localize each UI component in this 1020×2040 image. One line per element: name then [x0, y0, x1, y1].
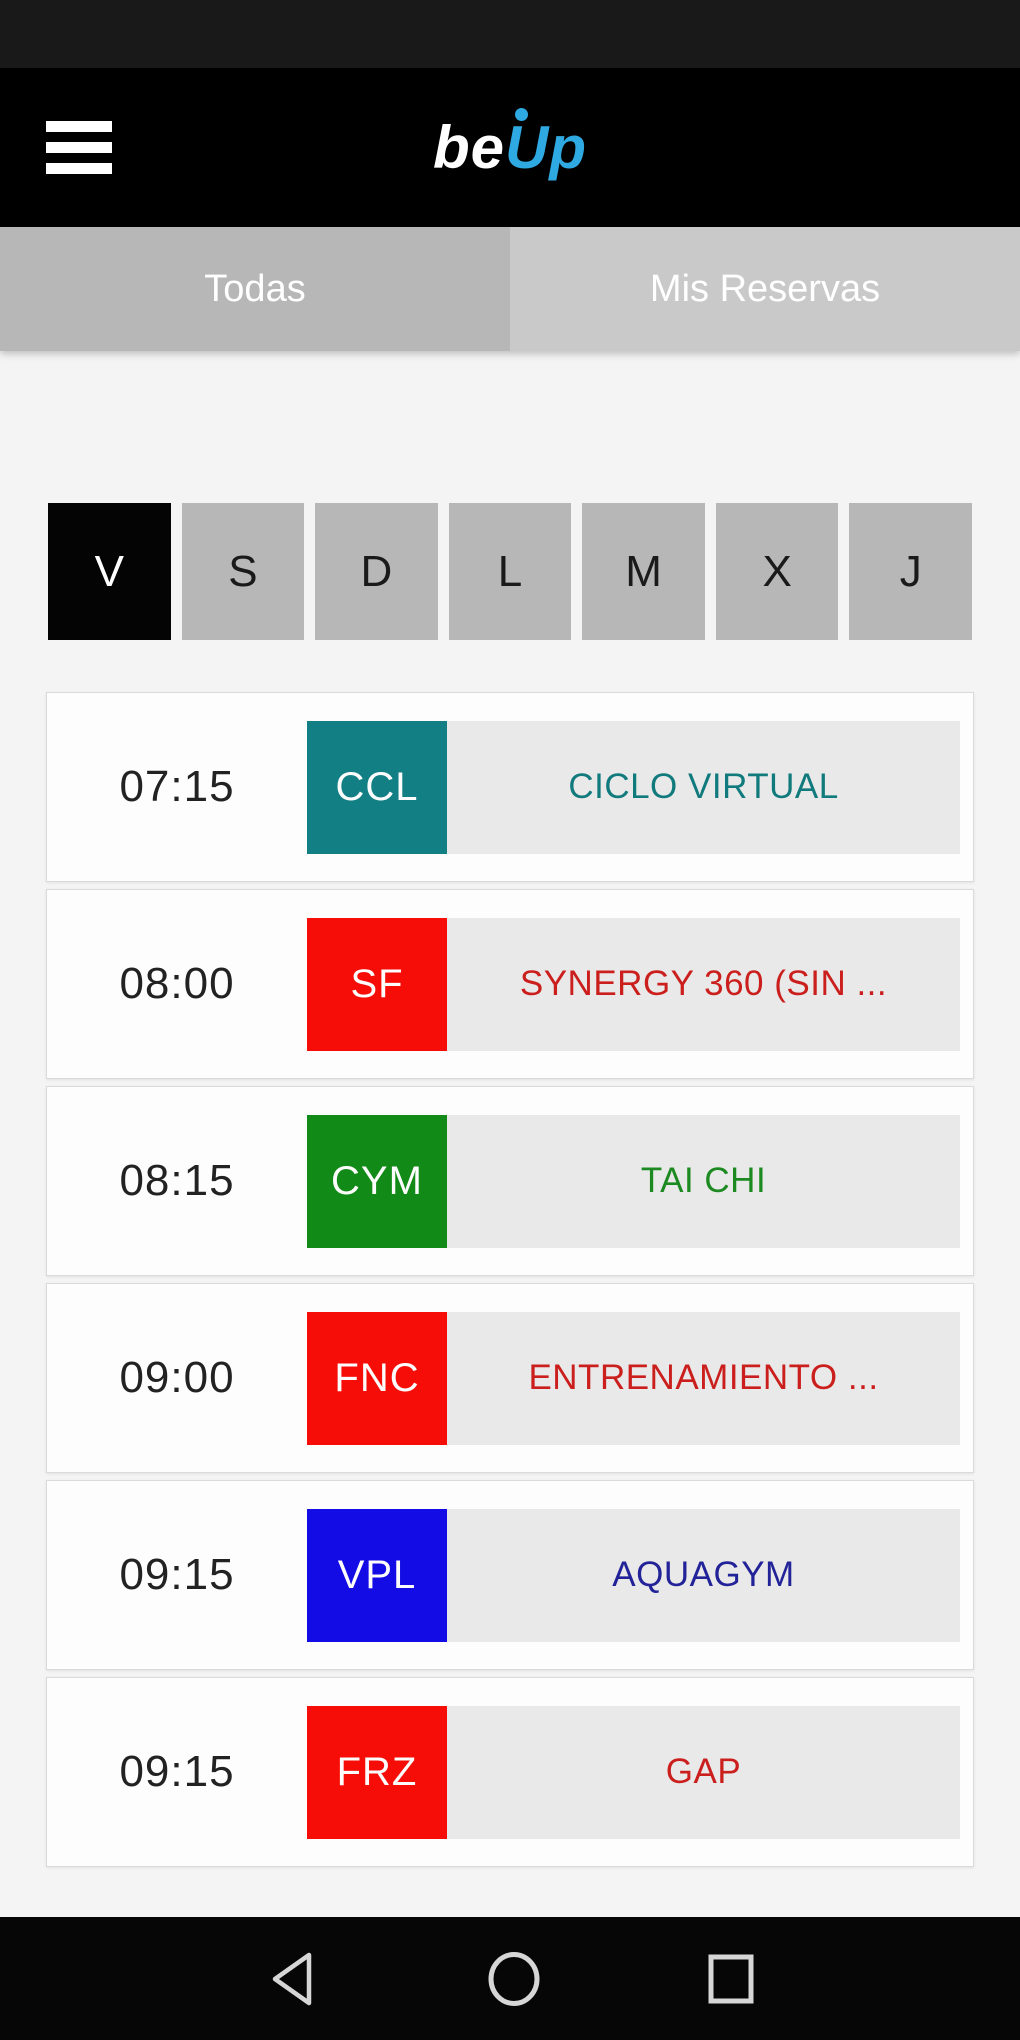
logo-text-up: Up [505, 107, 587, 181]
class-time: 08:00 [119, 959, 235, 1008]
class-time: 07:15 [119, 762, 235, 811]
android-nav-bar [0, 1917, 1020, 2040]
class-row[interactable]: 09:15 VPL AQUAGYM [46, 1480, 974, 1670]
recents-icon[interactable] [701, 1917, 761, 2040]
class-time: 08:15 [119, 1156, 235, 1205]
class-time: 09:00 [119, 1353, 235, 1402]
class-row[interactable]: 07:15 CCL CICLO VIRTUAL [46, 692, 974, 882]
day-button-l[interactable]: L [448, 503, 572, 640]
class-name: TAI CHI [447, 1114, 960, 1248]
logo-dot [515, 107, 529, 121]
class-name: CICLO VIRTUAL [447, 720, 960, 854]
class-name: SYNERGY 360 (SIN ... [447, 917, 960, 1051]
tab-mis-reservas-label: Mis Reservas [649, 267, 881, 310]
class-row[interactable]: 08:15 CYM TAI CHI [46, 1086, 974, 1276]
day-button-s[interactable]: S [181, 503, 305, 640]
tab-todas-label: Todas [204, 267, 306, 310]
class-name: AQUAGYM [447, 1508, 960, 1642]
tab-todas[interactable]: Todas [0, 227, 510, 351]
logo-text-be: be [432, 113, 506, 181]
class-name: ENTRENAMIENTO ... [447, 1311, 960, 1445]
day-button-x[interactable]: X [715, 503, 839, 640]
app-logo: be Up [433, 107, 587, 178]
class-row[interactable]: 09:00 FNC ENTRENAMIENTO ... [46, 1283, 974, 1473]
class-code-badge: FNC [307, 1311, 447, 1445]
day-button-j[interactable]: J [849, 503, 973, 640]
class-row[interactable]: 09:15 FRZ GAP [46, 1677, 974, 1867]
status-bar [0, 0, 1020, 68]
day-button-m[interactable]: M [582, 503, 705, 640]
class-code-badge: CYM [307, 1114, 447, 1248]
tab-bar: Todas Mis Reservas [0, 227, 1020, 351]
app-header: be Up [0, 68, 1020, 227]
hamburger-menu-icon[interactable] [46, 121, 112, 174]
class-name: GAP [447, 1705, 960, 1839]
class-code-badge: FRZ [307, 1705, 447, 1839]
class-time: 09:15 [119, 1747, 235, 1796]
day-button-d[interactable]: D [315, 503, 438, 640]
class-list: 07:15 CCL CICLO VIRTUAL 08:00 SF SYNERGY… [0, 692, 1020, 1867]
class-time: 09:15 [119, 1550, 235, 1599]
home-icon[interactable] [484, 1917, 544, 2040]
tab-mis-reservas[interactable]: Mis Reservas [510, 227, 1020, 351]
class-code-badge: SF [307, 917, 447, 1051]
back-icon[interactable] [262, 1917, 322, 2040]
class-row[interactable]: 08:00 SF SYNERGY 360 (SIN ... [46, 889, 974, 1079]
class-code-badge: CCL [307, 720, 447, 854]
day-selector: V S D L M X J [0, 503, 1020, 640]
class-code-badge: VPL [307, 1508, 447, 1642]
day-button-v[interactable]: V [48, 503, 171, 640]
